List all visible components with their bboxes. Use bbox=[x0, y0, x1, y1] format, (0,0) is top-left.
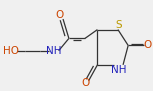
Text: NH: NH bbox=[111, 65, 126, 75]
Text: NH: NH bbox=[46, 46, 62, 56]
Text: S: S bbox=[115, 20, 122, 30]
Text: O: O bbox=[82, 78, 90, 88]
Text: O: O bbox=[55, 10, 63, 20]
Text: HO: HO bbox=[3, 46, 19, 56]
Text: O: O bbox=[143, 40, 151, 50]
